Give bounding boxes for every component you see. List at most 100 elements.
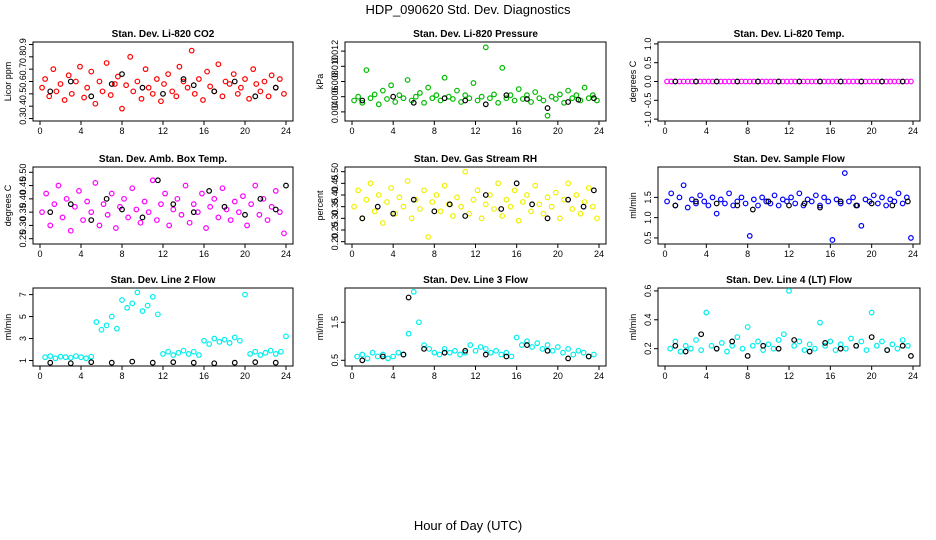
data-point xyxy=(186,219,193,226)
data-point xyxy=(127,53,134,60)
data-point xyxy=(544,347,551,354)
data-point xyxy=(367,95,374,102)
data-point xyxy=(119,105,125,112)
data-point xyxy=(92,100,99,107)
data-point xyxy=(119,297,125,303)
data-point xyxy=(755,202,761,209)
data-point xyxy=(149,90,156,97)
y-tick-label: 0.30 xyxy=(18,217,28,235)
data-point xyxy=(71,203,78,210)
data-point xyxy=(698,347,705,354)
x-tick-label: 4 xyxy=(704,249,709,259)
data-point xyxy=(544,112,551,119)
data-point xyxy=(112,225,119,231)
x-tick-label: 8 xyxy=(432,126,437,136)
data-point xyxy=(713,78,720,85)
data-point xyxy=(195,352,202,358)
data-point xyxy=(190,201,197,208)
x-tick-label: 0 xyxy=(662,126,667,136)
data-point xyxy=(363,196,370,203)
x-tick-label: 8 xyxy=(745,249,750,259)
data-point xyxy=(729,338,736,345)
data-point xyxy=(532,182,539,189)
data-point xyxy=(581,199,588,205)
data-point xyxy=(429,95,436,102)
data-point xyxy=(477,344,484,350)
data-point xyxy=(231,334,238,341)
data-point xyxy=(154,177,161,184)
series-main xyxy=(39,177,287,237)
y-tick-label: 0.4 xyxy=(643,314,653,327)
data-point xyxy=(899,342,906,349)
x-tick-label: 8 xyxy=(432,249,437,259)
data-point xyxy=(760,342,767,349)
series-black xyxy=(359,180,597,222)
data-point xyxy=(67,354,74,361)
data-point xyxy=(88,68,95,75)
x-tick-label: 0 xyxy=(349,249,354,259)
y-tick-label: 1.5 xyxy=(643,191,653,204)
data-point xyxy=(817,78,823,85)
x-tick-label: 0 xyxy=(662,249,667,259)
x-tick-label: 16 xyxy=(825,249,835,259)
panel-title: Stan. Dev. Line 4 (LT) Flow xyxy=(726,275,852,286)
data-point xyxy=(257,195,264,202)
data-point xyxy=(119,71,125,77)
data-point xyxy=(268,203,275,210)
data-point xyxy=(858,78,865,85)
data-point xyxy=(722,200,728,207)
y-tick-label: 0.5 xyxy=(643,232,653,245)
data-point xyxy=(221,203,228,210)
data-point xyxy=(841,170,848,176)
data-point xyxy=(354,353,361,360)
x-tick-label: 16 xyxy=(825,126,835,136)
data-point xyxy=(441,182,448,189)
panel-3: Stan. Dev. Li-820 Temp. 0 4 8 12 16 20 24 -1.0 -0… xyxy=(628,29,921,136)
data-point xyxy=(359,357,366,364)
data-point xyxy=(61,97,68,103)
data-point xyxy=(396,194,403,201)
data-point xyxy=(165,71,172,77)
data-point xyxy=(705,202,712,209)
x-tick-label: 12 xyxy=(784,371,794,381)
panel-title: Stan. Dev. Gas Stream RH xyxy=(414,154,537,165)
data-point xyxy=(244,222,250,229)
data-point xyxy=(247,351,254,357)
data-point xyxy=(272,187,279,194)
data-point xyxy=(786,202,792,209)
data-point xyxy=(137,219,144,226)
y-tick-label: 7 xyxy=(18,292,28,297)
data-point xyxy=(221,336,228,343)
data-point xyxy=(806,341,813,348)
data-point xyxy=(50,66,57,73)
data-point xyxy=(93,319,100,325)
data-point xyxy=(170,352,177,358)
data-point xyxy=(57,81,64,87)
data-point xyxy=(894,345,901,352)
series-main xyxy=(39,47,287,112)
data-point xyxy=(67,78,74,85)
data-point xyxy=(231,198,238,205)
data-point xyxy=(765,341,772,348)
x-tick-label: 8 xyxy=(745,126,750,136)
data-point xyxy=(676,194,683,201)
data-point xyxy=(693,78,699,85)
data-point xyxy=(195,76,202,82)
data-point xyxy=(371,91,378,98)
data-point xyxy=(791,337,798,343)
x-tick-label: 16 xyxy=(199,249,209,259)
data-point xyxy=(63,195,70,202)
data-point xyxy=(253,81,260,87)
data-point xyxy=(162,190,168,197)
data-point xyxy=(265,93,272,100)
y-tick-label: 0.50 xyxy=(330,163,340,181)
data-point xyxy=(532,89,539,96)
y-tick-label: 0.20 xyxy=(330,233,340,251)
data-point xyxy=(474,187,481,194)
data-point xyxy=(498,351,505,358)
data-point xyxy=(544,105,551,111)
data-point xyxy=(175,349,182,356)
data-point xyxy=(57,353,64,360)
